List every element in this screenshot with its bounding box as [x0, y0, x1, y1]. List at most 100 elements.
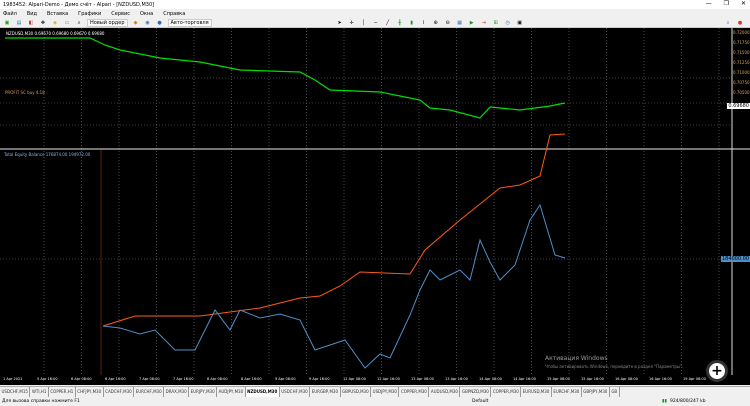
status-traffic: 924/800/247 kb	[669, 399, 706, 404]
bar-chart-icon[interactable]: ╫	[398, 19, 402, 26]
price-line	[5, 37, 566, 119]
time-axis-label: 15 Apr 16:00	[581, 377, 604, 381]
new-chart-icon[interactable]: ▣	[4, 19, 10, 26]
time-axis-label: 8 Apr 08:00	[207, 377, 228, 381]
time-axis-label: 6 Apr 16:00	[105, 377, 126, 381]
data-window-icon[interactable]: ◈	[53, 19, 57, 26]
autoscroll-icon[interactable]: ▶	[469, 19, 474, 26]
chart-tab[interactable]: CADCHF,M30	[104, 387, 135, 397]
tile-icon[interactable]: ▦	[457, 19, 462, 26]
indicator-label: PROFIT SC buy 4.18	[5, 90, 45, 95]
price-axis-label: 0.71750	[733, 40, 750, 45]
status-bar: Для вызова справки нажмите F1 Default ▮▮…	[0, 397, 750, 406]
zoom-in-icon[interactable]: ⊕	[433, 19, 438, 26]
candles-icon[interactable]: ▮	[410, 19, 413, 26]
menu-tools[interactable]: Сервис	[111, 10, 130, 17]
profiles-icon[interactable]: ▤	[16, 19, 22, 26]
chart-tab[interactable]: USDCHF,M30	[280, 387, 311, 397]
notification-icon[interactable]: ●	[737, 19, 743, 26]
window-title: 1983452: Alpari-Demo - Демо счёт - Alpar…	[3, 1, 155, 8]
chart-tab[interactable]: EURGBP,M30	[310, 387, 341, 397]
chart-tab[interactable]: WTI,H1	[30, 387, 49, 397]
chart-tab[interactable]: EURCHF,M30	[552, 387, 582, 397]
chart-tab[interactable]: GB	[610, 387, 620, 397]
chart-tab[interactable]: EURJPY,M30	[189, 387, 218, 397]
metaeditor-icon[interactable]: ◆	[133, 19, 138, 26]
menu-bar: Файл Вид Вставка Графики Сервис Окна Спр…	[0, 9, 750, 18]
time-axis-label: 15 Apr 08:00	[547, 377, 570, 381]
indicators-icon[interactable]: ⊞	[493, 19, 498, 26]
toolbar: ▣ ▤ ◧ ✥ ◈ ▭ ⌕ Новый ордер ◆ ◉ ● Авто-тор…	[0, 18, 750, 28]
current-price-marker: 0.69680	[727, 103, 750, 109]
time-axis-label: 7 Apr 16:00	[173, 377, 194, 381]
time-axis-label: 12 Apr 16:00	[377, 377, 400, 381]
menu-view[interactable]: Вид	[26, 10, 37, 17]
price-axis-label: 0.72000	[733, 30, 750, 35]
chart-tabs: USDCHF,M15 WTI,H1 COPPER,H1 CHFJPY,M30 CADCH…	[0, 386, 750, 397]
cursor-icon[interactable]: ➤	[337, 19, 342, 26]
periods-icon[interactable]: ◷	[505, 19, 510, 26]
close-button[interactable]: ✕	[740, 0, 746, 7]
chart-tab[interactable]: AUDJPY,M30	[217, 387, 246, 397]
horizontal-line-icon[interactable]: ─	[374, 19, 378, 26]
chart-tab[interactable]: CHFJPY,M30	[76, 387, 104, 397]
line-chart-icon[interactable]: ⌇	[422, 19, 425, 26]
terminal-icon[interactable]: ▭	[64, 19, 70, 26]
time-axis-label: 14 Apr 08:00	[479, 377, 502, 381]
status-profile: Default	[472, 399, 489, 404]
chart-area[interactable]: NZDUSD,M30 0.69670 0.69680 0.69670 0.696…	[0, 28, 750, 385]
time-axis-label: 6 Apr 08:00	[71, 377, 92, 381]
signals-icon[interactable]: ◉	[145, 19, 150, 26]
menu-window[interactable]: Окна	[139, 10, 154, 17]
tester-icon[interactable]: ⌕	[77, 19, 81, 26]
balance-line	[102, 203, 566, 369]
time-axis-label: 13 Apr 08:00	[411, 377, 434, 381]
time-axis-label: 16 Apr 08:00	[615, 377, 638, 381]
price-axis-label: 0.71000	[733, 70, 750, 75]
chart-tab[interactable]: AUDUSD,M30	[429, 387, 461, 397]
restore-button[interactable]: ❐	[723, 0, 729, 7]
chart-tab[interactable]: DRAX,M30	[164, 387, 190, 397]
new-order-button[interactable]: Новый ордер	[87, 18, 128, 27]
navigator-icon[interactable]: ✥	[40, 19, 46, 26]
title-bar: 1983452: Alpari-Demo - Демо счёт - Alpar…	[0, 0, 750, 9]
search-icon[interactable]: ⌕	[726, 19, 730, 26]
time-axis-label: 8 Apr 16:00	[241, 377, 262, 381]
equity-label: Total Equity Balance 176874.00 194972.00	[4, 152, 91, 157]
market-icon[interactable]: ●	[157, 19, 162, 26]
vertical-line-icon[interactable]: │	[362, 19, 366, 26]
chart-tab[interactable]: GBPUSD,M30	[341, 387, 372, 397]
crosshair-icon[interactable]: ✛	[349, 19, 354, 26]
chart-tab[interactable]: NZDUSD,M30	[245, 387, 280, 397]
equity-marker: 184000.00	[720, 256, 750, 262]
chart-tab[interactable]: COPPER,M30	[399, 387, 430, 397]
zoom-out-icon[interactable]: ⊖	[445, 19, 450, 26]
chart-tab[interactable]: GBPNZD,M30	[460, 387, 492, 397]
price-axis-label: 0.71500	[733, 50, 750, 55]
menu-charts[interactable]: Графики	[78, 10, 102, 17]
chart-tab[interactable]: COPPER,H1	[49, 387, 76, 397]
chart-shift-icon[interactable]: ⇥	[481, 19, 486, 26]
menu-insert[interactable]: Вставка	[46, 10, 69, 17]
time-axis-label: 1 Apr 2021	[3, 377, 23, 381]
chart-tab[interactable]: EURCHF,M30	[134, 387, 165, 397]
chart-tab[interactable]: GBPJPY,M30	[582, 387, 610, 397]
chart-tab[interactable]: USDCHF,M15	[0, 387, 31, 397]
trendline-icon[interactable]: ╱	[386, 19, 390, 26]
time-axis-label: 7 Apr 08:00	[139, 377, 160, 381]
templates-icon[interactable]: ▣	[517, 19, 522, 26]
chart-canvas[interactable]	[0, 28, 750, 385]
market-watch-icon[interactable]: ◧	[28, 19, 34, 26]
time-axis-label: 16 Apr 16:00	[649, 377, 672, 381]
chart-tab[interactable]: EURUSD,M30	[521, 387, 552, 397]
chart-tab[interactable]: USDJPY,M30	[371, 387, 400, 397]
menu-help[interactable]: Справка	[163, 10, 186, 17]
menu-file[interactable]: Файл	[3, 10, 17, 17]
time-axis-label: 9 Apr 16:00	[309, 377, 330, 381]
magnifier-icon[interactable]: +	[706, 360, 728, 382]
chart-tab[interactable]: COPPER,M30	[491, 387, 522, 397]
time-axis-label: 14 Apr 16:00	[513, 377, 536, 381]
time-axis-label: 5 Apr 16:00	[37, 377, 58, 381]
minimize-button[interactable]: —	[705, 0, 712, 7]
autotrading-button[interactable]: Авто-торговля	[167, 18, 212, 27]
